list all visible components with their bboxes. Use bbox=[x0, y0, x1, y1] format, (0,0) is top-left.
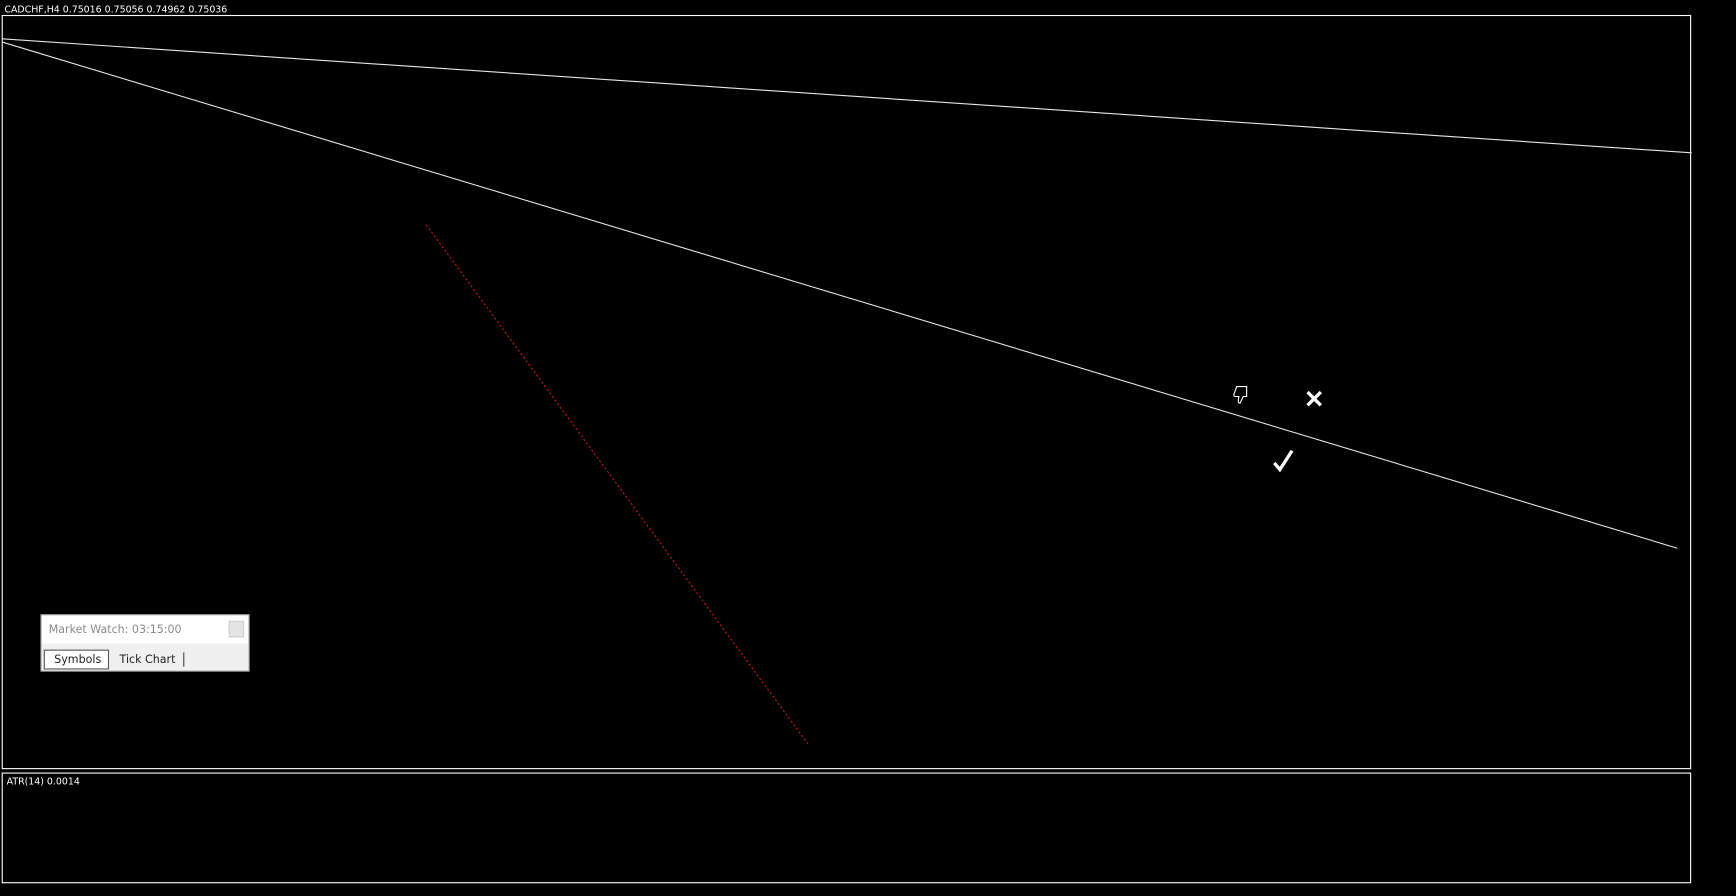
title-bar bbox=[42, 615, 249, 644]
close-icon bbox=[1306, 390, 1322, 407]
tab-label[interactable]: Tick Chart bbox=[119, 653, 177, 666]
atr-frame bbox=[1, 772, 1692, 884]
trend-line bbox=[2, 41, 1678, 549]
main-frame bbox=[1, 14, 1692, 770]
tab-label[interactable]: Symbols bbox=[54, 653, 101, 666]
atr-title: ATR(14) 0.0014 bbox=[7, 776, 80, 787]
tab-active[interactable] bbox=[43, 649, 110, 670]
fib-base-line bbox=[425, 224, 809, 745]
check-icon bbox=[1273, 449, 1294, 473]
market-watch-window[interactable]: Market Watch: 03:15:00 Symbols Tick Char… bbox=[40, 614, 250, 672]
trend-line bbox=[2, 38, 1692, 154]
chart-title: CADCHF,H4 0.75016 0.75056 0.74962 0.7503… bbox=[4, 4, 227, 15]
thumbs-down-icon bbox=[1233, 385, 1248, 404]
window-title: Market Watch: 03:15:00 bbox=[49, 623, 182, 636]
window-button[interactable] bbox=[228, 620, 245, 638]
